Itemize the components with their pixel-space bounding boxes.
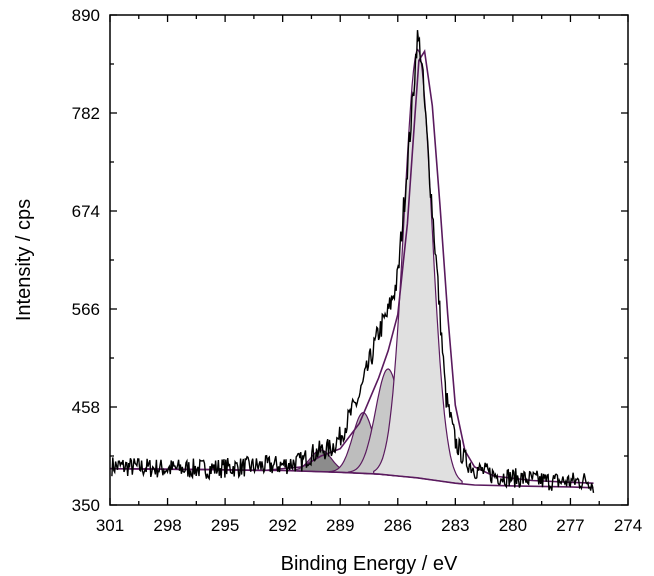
measured-spectrum-line xyxy=(111,30,595,494)
envelope-line xyxy=(109,49,594,484)
x-tick-label: 277 xyxy=(556,516,584,535)
x-tick-label: 301 xyxy=(96,516,124,535)
y-tick-label: 350 xyxy=(72,496,100,515)
y-tick-label: 890 xyxy=(72,6,100,25)
y-axis-title: Intensity / cps xyxy=(13,199,35,321)
x-tick-label: 274 xyxy=(614,516,642,535)
background-line xyxy=(109,467,594,489)
y-tick-label: 566 xyxy=(72,300,100,319)
x-tick-label: 289 xyxy=(326,516,354,535)
y-tick-label: 458 xyxy=(72,398,100,417)
axis-ticks: 301 298 295 292 289 286 283 280 277 274 350 458 566 6… xyxy=(72,6,643,535)
x-tick-label: 286 xyxy=(384,516,412,535)
x-tick-label: 298 xyxy=(153,516,181,535)
x-axis-title: Binding Energy / eV xyxy=(281,553,458,575)
fit-components xyxy=(286,48,463,485)
x-tick-label: 292 xyxy=(268,516,296,535)
x-tick-label: 280 xyxy=(499,516,527,535)
y-tick-label: 674 xyxy=(72,202,100,221)
x-tick-label: 295 xyxy=(211,516,239,535)
x-tick-label: 283 xyxy=(441,516,469,535)
y-tick-label: 782 xyxy=(72,104,100,123)
